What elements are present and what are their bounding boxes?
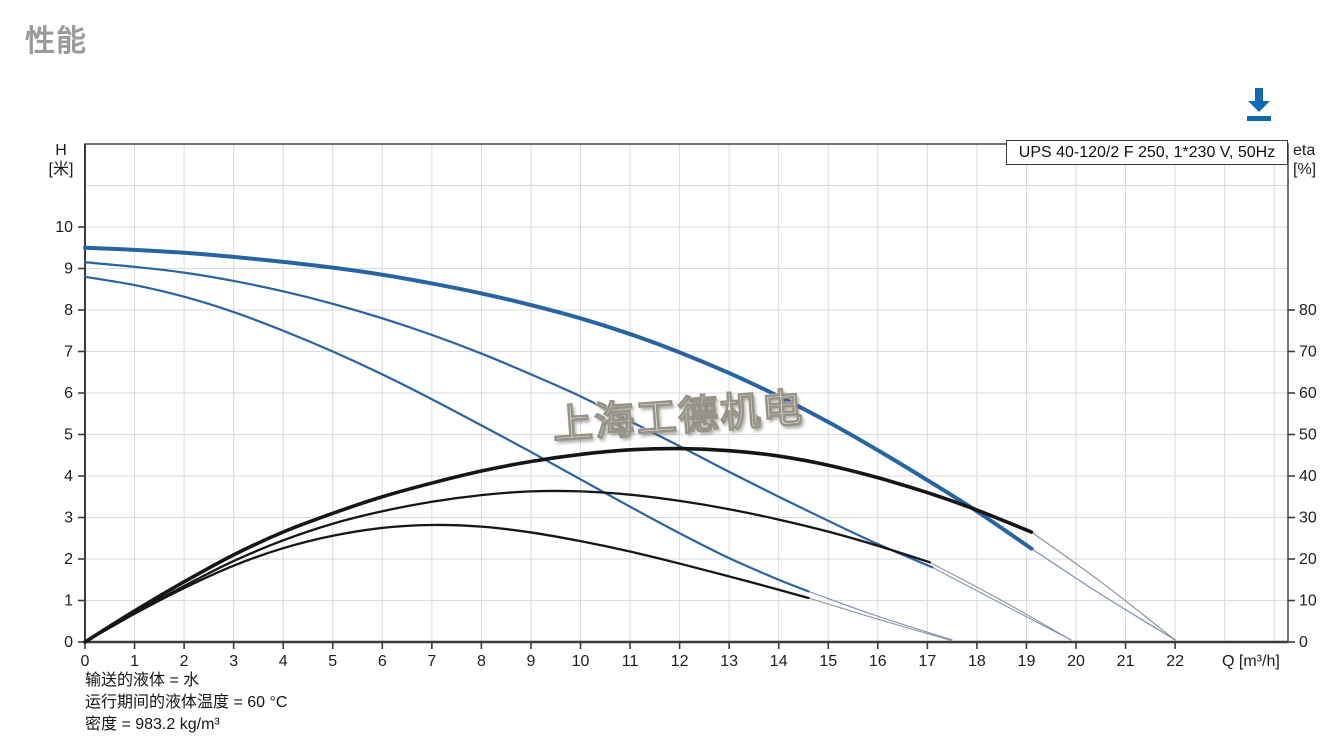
- speed3-eta-extension-curve: [1030, 531, 1176, 641]
- x-tick-label: 8: [477, 653, 486, 670]
- y-left-tick-label: 7: [64, 344, 73, 361]
- operating-conditions: 输送的液体 = 水 运行期间的液体温度 = 60 °C 密度 = 983.2 k…: [85, 670, 287, 736]
- download-button[interactable]: [1244, 86, 1274, 124]
- y-right-tick-label: 0: [1299, 634, 1308, 651]
- y-left-tick-label: 5: [64, 427, 73, 444]
- y-left-tick-label: 3: [64, 510, 73, 527]
- x-tick-label: 4: [279, 653, 288, 670]
- y-right-tick-label: 40: [1299, 468, 1317, 485]
- x-tick-label: 15: [819, 653, 837, 670]
- y-left-tick-label: 6: [64, 385, 73, 402]
- y-right-title-unit: [%]: [1293, 161, 1317, 178]
- x-tick-label: 7: [427, 653, 436, 670]
- x-tick-label: 6: [378, 653, 387, 670]
- y-right-title-symbol: eta: [1293, 142, 1316, 159]
- y-axis-right-title: eta [%]: [1293, 141, 1316, 179]
- x-tick-label: 9: [526, 653, 535, 670]
- speed3-head-curve: [83, 245, 1034, 551]
- x-tick-label: 19: [1018, 653, 1036, 670]
- x-tick-label: 13: [720, 653, 738, 670]
- y-left-tick-label: 1: [64, 593, 73, 610]
- speed2-head-extension-curve: [931, 566, 1072, 641]
- x-tick-label: 17: [918, 653, 936, 670]
- y-left-title-symbol: H: [55, 142, 67, 159]
- x-axis-title: Q [m³/h]: [1222, 653, 1280, 670]
- page-title: 性能: [25, 25, 87, 58]
- y-right-tick-label: 10: [1299, 593, 1317, 610]
- x-tick-label: 10: [572, 653, 590, 670]
- speed2-head-curve: [83, 261, 934, 569]
- speed1-head-curve: [83, 275, 810, 593]
- y-right-tick-label: 70: [1299, 344, 1317, 361]
- y-left-tick-label: 0: [64, 634, 73, 651]
- x-tick-label: 5: [328, 653, 337, 670]
- x-tick-label: 12: [671, 653, 689, 670]
- x-tick-label: 18: [968, 653, 986, 670]
- x-tick-label: 11: [622, 653, 639, 670]
- y-left-tick-label: 4: [64, 468, 73, 485]
- x-tick-label: 14: [770, 653, 788, 670]
- speed1-eta-extension-curve: [807, 597, 953, 642]
- x-tick-label: 20: [1067, 653, 1085, 670]
- speed2-eta-extension-curve: [929, 561, 1072, 641]
- liquid-temperature-line: 运行期间的液体温度 = 60 °C: [85, 694, 288, 711]
- y-right-tick-label: 50: [1299, 427, 1317, 444]
- density-line: 密度 = 983.2 kg/m³: [85, 716, 220, 733]
- y-right-tick-label: 20: [1299, 551, 1317, 568]
- speed1-eta-curve: [83, 523, 810, 644]
- x-tick-label: 22: [1166, 653, 1184, 670]
- y-left-tick-label: 2: [64, 551, 73, 568]
- x-tick-label: 0: [81, 653, 90, 670]
- speed2-eta-curve: [83, 489, 931, 644]
- x-tick-label: 3: [229, 653, 238, 670]
- y-right-tick-label: 60: [1299, 385, 1317, 402]
- speed1-head-extension-curve: [807, 590, 953, 641]
- x-tick-label: 1: [130, 653, 139, 670]
- speed3-head-extension-curve: [1030, 548, 1176, 641]
- y-left-tick-label: 9: [64, 261, 73, 278]
- pumped-liquid-line: 输送的液体 = 水: [85, 672, 200, 689]
- y-right-tick-label: 30: [1299, 510, 1317, 527]
- pump-model-title: UPS 40-120/2 F 250, 1*230 V, 50Hz: [1006, 140, 1288, 165]
- x-tick-label: 21: [1117, 653, 1135, 670]
- y-right-tick-label: 80: [1299, 302, 1317, 319]
- x-tick-label: 2: [180, 653, 189, 670]
- y-axis-left-title: H [米]: [42, 141, 80, 179]
- download-icon: [1247, 88, 1271, 121]
- y-left-title-unit: [米]: [48, 161, 74, 178]
- speed3-eta-curve: [83, 446, 1034, 644]
- y-left-tick-label: 10: [55, 219, 73, 236]
- x-tick-label: 16: [869, 653, 887, 670]
- y-left-tick-label: 8: [64, 302, 73, 319]
